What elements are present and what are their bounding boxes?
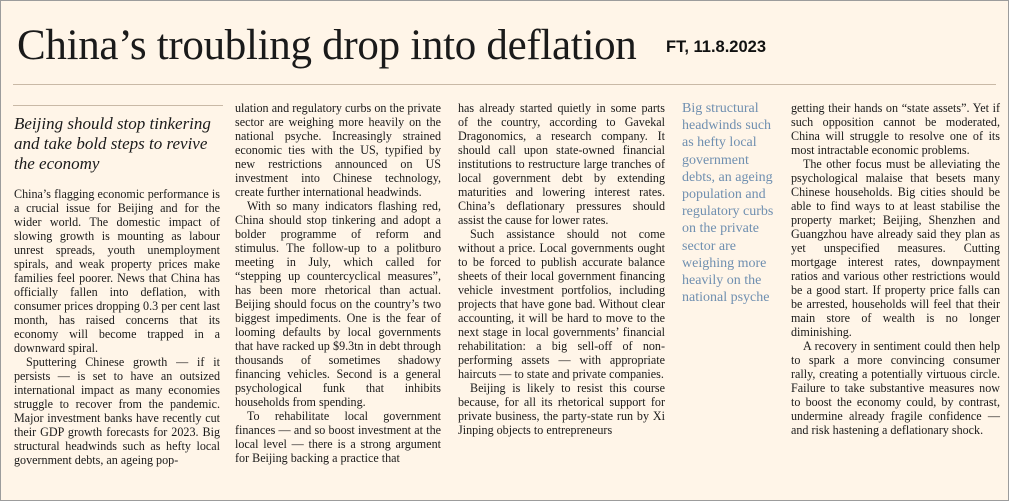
column-4: getting their hands on “state assets”. Y… [791, 101, 1000, 437]
paragraph: The other focus must be alleviating the … [791, 157, 1000, 339]
standfirst-divider [13, 105, 223, 106]
headline-divider [13, 84, 996, 85]
source-label: FT, 11.8.2023 [666, 38, 766, 56]
paragraph: A recovery in sentiment could then help … [791, 339, 1000, 437]
standfirst: Beijing should stop tinkering and take b… [14, 114, 211, 173]
paragraph: getting their hands on “state assets”. Y… [791, 101, 1000, 157]
paragraph: Sputtering Chinese growth — if it persis… [14, 355, 220, 467]
headline: China’s troubling drop into deflation [17, 22, 637, 69]
paragraph: has already started quietly in some part… [458, 101, 665, 227]
paragraph: China’s flagging economic performance is… [14, 187, 220, 355]
column-3: has already started quietly in some part… [458, 101, 665, 437]
paragraph: Beijing is likely to resist this course … [458, 381, 665, 437]
pull-quote: Big structural headwinds such as hefty l… [682, 101, 774, 306]
paragraph: ulation and regulatory curbs on the priv… [235, 101, 441, 199]
paragraph: Such assistance should not come without … [458, 227, 665, 381]
column-1: China’s flagging economic performance is… [14, 187, 220, 467]
paragraph: To rehabilitate local government finance… [235, 409, 441, 465]
column-2: ulation and regulatory curbs on the priv… [235, 101, 441, 465]
paragraph: With so many indicators flashing red, Ch… [235, 199, 441, 409]
